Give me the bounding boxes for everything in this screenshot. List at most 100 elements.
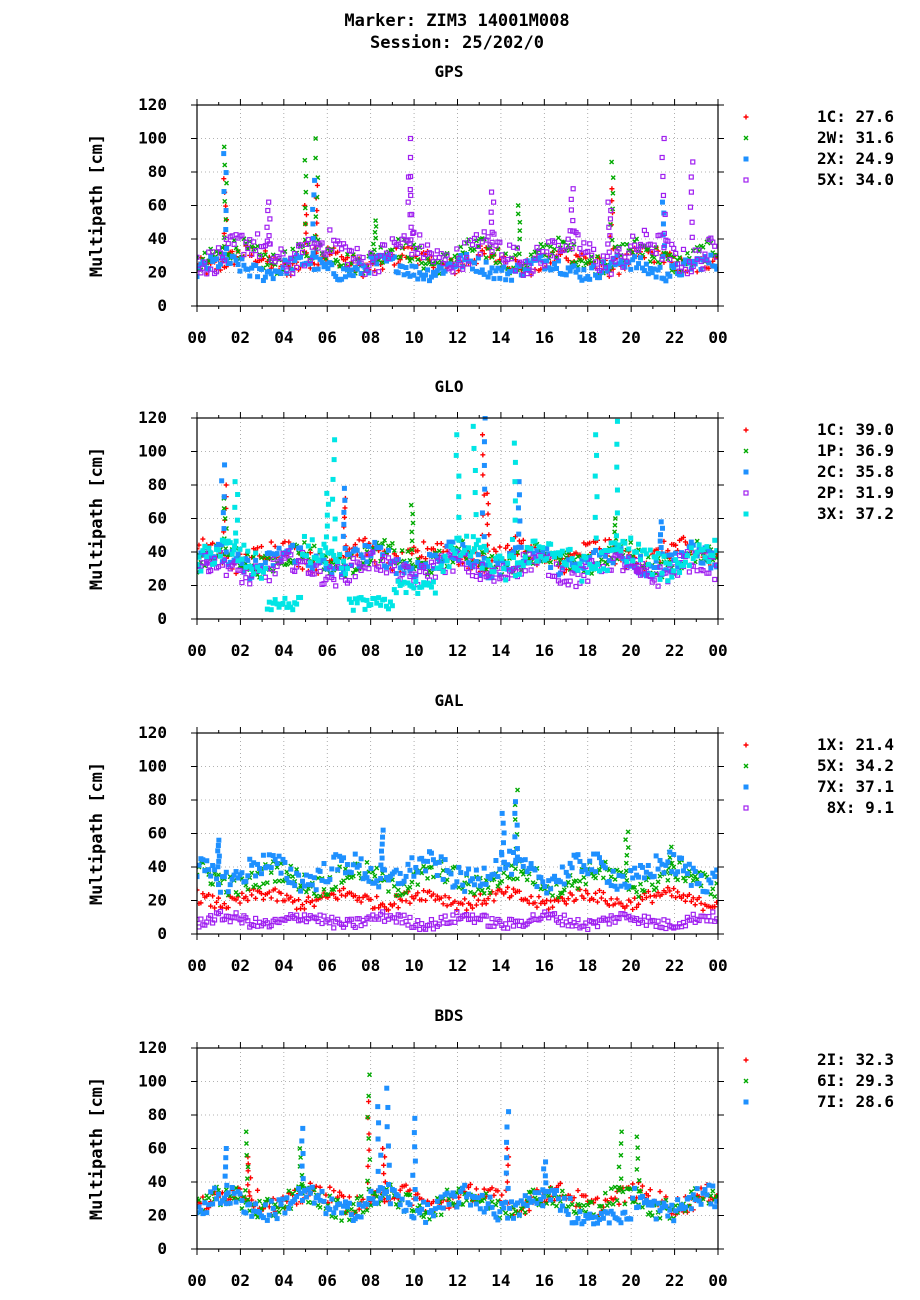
data-point [415,882,421,888]
data-point [253,895,259,901]
data-point [616,246,622,252]
data-point [673,250,679,257]
data-point [465,261,472,267]
data-point [290,1191,296,1197]
data-point [444,543,450,549]
legend-entry: 1P: 36.9 [817,441,894,460]
data-point [426,888,432,894]
data-point [514,245,521,251]
data-point [409,565,415,571]
data-point [257,866,263,872]
data-point-spike [515,505,521,511]
data-point [348,248,354,254]
data-point [462,545,468,551]
data-point-spike [380,834,386,840]
data-point [333,583,339,589]
y-tick-label: 40 [148,857,167,876]
data-point [538,875,544,881]
data-point [710,870,716,876]
data-point [655,890,661,896]
data-point [231,241,237,248]
data-point [464,533,470,539]
data-point [243,1210,249,1216]
data-point-spike [568,207,574,213]
data-point [331,566,337,572]
data-point [587,241,593,247]
data-point [432,860,438,866]
data-point [700,1196,706,1202]
data-point [438,251,444,257]
data-point-spike [623,868,629,874]
data-point [604,567,610,573]
data-point [639,1183,645,1189]
data-point [266,889,272,895]
y-tick-label: 40 [148,542,167,561]
data-point-spike [405,199,411,205]
data-point-spike [365,1114,371,1120]
data-point [415,548,421,554]
data-point [579,557,585,563]
legend-entry: 5X: 34.2 [817,756,894,775]
data-point-spike [690,159,696,165]
data-point [522,1193,528,1199]
data-point [475,1195,481,1201]
data-point [413,893,419,899]
data-point [448,544,454,550]
data-point [239,556,245,562]
data-point-spike [341,485,347,491]
data-point [257,1209,263,1215]
data-point [370,1196,376,1202]
panel-title: GPS [435,62,464,81]
data-point-spike [488,209,494,215]
data-point [528,546,534,552]
data-point [214,256,220,262]
data-point [514,1200,520,1206]
data-point [663,278,669,284]
data-point [307,562,313,568]
data-point [360,876,366,882]
data-point [491,276,497,282]
legend-entry: 3X: 37.2 [817,504,894,523]
data-point [516,251,522,257]
data-point [383,570,390,576]
data-point [253,873,259,879]
data-point [503,545,509,551]
data-point [712,874,718,880]
y-tick-label: 0 [157,1239,167,1258]
data-point [645,889,651,895]
data-point-spike [366,1093,372,1099]
data-point [438,563,444,569]
data-point [677,569,683,575]
data-point [643,261,649,267]
data-point [686,569,692,575]
data-point-spike [381,1162,387,1168]
data-point [528,894,534,900]
data-point [512,268,519,274]
data-point [446,1201,452,1207]
data-point [204,554,210,560]
data-point [342,1199,348,1205]
x-tick-label: 06 [318,328,337,347]
data-point [405,861,411,867]
data-point [477,576,483,583]
data-point-spike [614,487,620,493]
data-point [342,571,348,577]
data-point-spike [366,1131,372,1137]
data-point [290,267,296,273]
data-point [321,264,327,270]
data-point [262,274,268,280]
data-point [598,1203,604,1209]
data-point [610,560,616,566]
data-point-spike [607,216,614,222]
data-point [270,276,276,282]
data-point [284,869,290,875]
data-point [350,273,356,279]
data-point [598,860,604,866]
data-point [305,1199,311,1205]
data-point [272,597,278,603]
y-tick-label: 40 [148,229,167,248]
data-point [385,606,391,612]
data-point [268,551,274,557]
legend-marker [743,135,749,141]
data-point [288,256,294,262]
